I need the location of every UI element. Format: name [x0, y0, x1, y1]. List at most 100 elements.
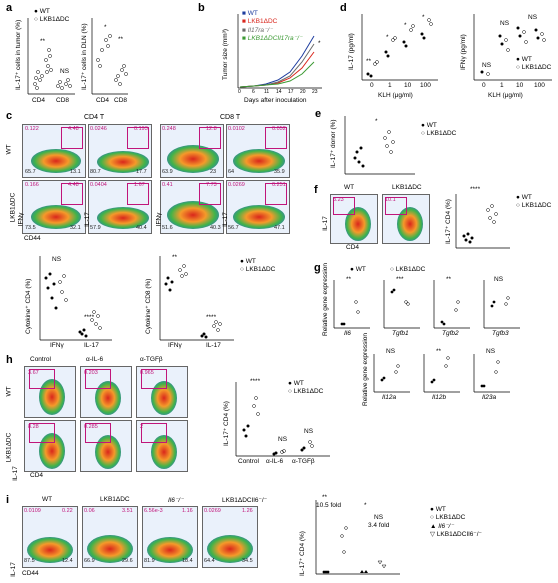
y-axis-label: Relative gene expression — [362, 333, 369, 406]
column-label: LKB1ΔDC — [100, 496, 130, 503]
sig-label: NS — [278, 436, 288, 443]
quadrant-value: 10.1 — [385, 197, 396, 203]
y-axis-label: IL-17⁺ donor (%) — [330, 119, 337, 168]
sig-label: **** — [206, 314, 217, 321]
quadrant-value: 66.9 — [84, 558, 95, 564]
panel-e: e IL-17⁺ donor (%) * ● WT ○ LKB1ΔDC — [315, 108, 558, 183]
sig-label: NS — [52, 256, 62, 263]
y-axis-label: IL-17⁺ CD4 (%) — [223, 401, 230, 446]
flow-plot — [22, 124, 86, 178]
x-tick: IFNγ — [50, 342, 64, 349]
quadrant-value: 35.9 — [274, 169, 285, 175]
quadrant-value: 47.1 — [274, 225, 285, 231]
sig-label: **** — [84, 314, 95, 321]
sig-label: ** — [446, 276, 452, 283]
legend-wt: ● WT — [516, 194, 532, 201]
panel-g-plots — [333, 280, 520, 393]
quadrant-value: 3.51 — [122, 508, 133, 514]
panel-c-scatter — [39, 256, 234, 341]
quadrant-value: 81.9 — [144, 558, 155, 564]
sig-label: NS — [482, 62, 492, 69]
quadrant-value: 0.251 — [272, 182, 286, 188]
panel-i-plot — [315, 500, 400, 575]
quadrant-value: 0.0404 — [90, 182, 107, 188]
sig-label: ** — [346, 276, 352, 283]
y-axis-label: IL-17⁺ CD4 (%) — [445, 199, 452, 244]
quadrant-value: 0.0269 — [228, 182, 245, 188]
legend-item: ■ LKB1ΔDC — [242, 18, 278, 25]
y-axis-label: IL-17 — [11, 466, 19, 481]
quadrant-value: 0.248 — [162, 126, 176, 132]
quadrant-value: 1.26 — [242, 508, 253, 514]
legend-lkb: ○ LKB1ΔDC — [516, 202, 552, 209]
gate-title-cd8: CD8 T — [220, 114, 241, 121]
panel-d: d IL-17 (pg/ml) IFNγ (pg/ml) 0 1 10 10 — [338, 0, 558, 110]
panel-h-plot — [235, 382, 330, 457]
y-axis-label: IL-17 (pg/ml) — [348, 33, 355, 70]
column-label: WT — [344, 184, 355, 191]
x-tick: 100 — [534, 82, 545, 89]
panel-letter: g — [314, 262, 321, 274]
quadrant-value: 17.7 — [136, 169, 147, 175]
column-label: α-TGFβ — [140, 356, 163, 363]
x-axis-label: CD4 — [346, 244, 360, 251]
x-tick: 0 — [370, 82, 374, 89]
legend-wt: ● WT — [421, 122, 437, 129]
x-tick: α-IL-6 — [266, 458, 284, 465]
column-label: LKB1ΔDCIl6⁻/⁻ — [222, 497, 268, 504]
panel-letter: d — [340, 2, 347, 14]
quadrant-value: 0.0269 — [204, 508, 221, 514]
panel-f: f WT LKB1ΔDC 3.23 10.1 CD4 IL-17 IL-17⁺ … — [310, 184, 558, 259]
panel-i: i WT LKB1ΔDC Il6⁻/⁻ LKB1ΔDCIl6⁻/⁻ 0.0109… — [0, 492, 558, 583]
row-label: WT — [5, 386, 13, 397]
gene-label: Il12b — [432, 394, 447, 401]
quadrant-value: 40.4 — [136, 225, 147, 231]
sig-label: * — [422, 14, 425, 21]
row-label: LKB1ΔDC — [9, 192, 17, 223]
gene-label: Il6 — [344, 330, 351, 337]
panel-a-plots — [27, 18, 128, 95]
panel-letter: e — [315, 108, 322, 120]
legend-item: ■ WT — [242, 10, 258, 17]
y-axis-label: Tumor size (mm³) — [222, 28, 229, 80]
sig-label: * — [375, 118, 378, 125]
legend-lkb: ○ LKB1ΔDC — [516, 64, 552, 71]
flow-plot — [382, 194, 430, 244]
annotation: 10.5 fold — [316, 502, 341, 509]
x-axis-label: CD44 — [22, 570, 39, 577]
sig-label: ** — [172, 254, 178, 261]
legend-item: ■ LKB1ΔDCIl17ra⁻/⁻ — [242, 35, 303, 42]
gene-label: Il12a — [382, 394, 397, 401]
panel-e-plot — [344, 116, 415, 175]
x-axis-label: CD44 — [24, 235, 41, 242]
quadrant-value: 0.052 — [272, 126, 286, 132]
panel-letter: i — [6, 494, 10, 506]
sig-label: * — [386, 34, 389, 41]
legend-lkb: ○ LKB1ΔDC — [34, 16, 70, 23]
sig-label: ** — [366, 58, 372, 65]
sig-label: NS — [486, 348, 496, 355]
panel-letter: b — [198, 2, 205, 14]
sig-label: * — [104, 24, 107, 31]
y-axis-label: IFNγ — [155, 212, 163, 227]
gate-title-cd4: CD4 T — [84, 114, 105, 121]
quadrant-value: 51.6 — [162, 225, 173, 231]
x-tick: CD4 — [96, 97, 110, 104]
flow-plot — [136, 420, 188, 472]
quadrant-value: 7.73 — [206, 182, 217, 188]
legend-wt: ● WT — [34, 8, 50, 15]
x-tick: 6 — [252, 89, 255, 95]
quadrant-value: 65.7 — [25, 169, 36, 175]
quadrant-value: 73.5 — [25, 225, 36, 231]
flow-plot — [88, 124, 152, 178]
quadrant-value: 34.5 — [242, 558, 253, 564]
y-axis-label: IL-17 — [221, 212, 229, 227]
quadrant-value: 1.67 — [134, 182, 145, 188]
y-axis-label: IFNγ — [17, 212, 25, 227]
flow-plot — [80, 366, 132, 418]
quadrant-value: 3.23 — [333, 197, 344, 203]
y-axis-label: IL-17⁺ CD4 (%) — [299, 531, 306, 576]
annotation: ** — [322, 494, 328, 501]
legend-lkb: ○ LKB1ΔDC — [390, 266, 426, 273]
panel-letter: a — [6, 2, 13, 14]
